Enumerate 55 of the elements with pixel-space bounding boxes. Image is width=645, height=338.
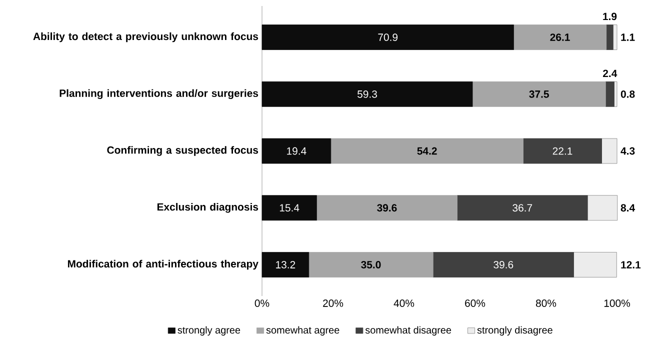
bar	[262, 81, 473, 107]
bar	[605, 81, 614, 107]
legend-label: strongly agree	[178, 326, 240, 336]
data-label: 12.1	[621, 261, 641, 268]
data-label: 54.2	[417, 147, 437, 155]
data-label: 1.1	[621, 34, 635, 41]
data-label: 39.6	[494, 261, 514, 268]
x-tick-label: 100%	[604, 300, 630, 307]
data-label: 35.0	[361, 261, 381, 268]
data-label: 59.3	[358, 90, 377, 98]
data-label: 70.9	[378, 34, 398, 41]
data-label: 37.5	[529, 90, 549, 98]
bar	[262, 252, 310, 278]
y-tick-label: Planning interventions and/or surgeries	[60, 89, 258, 100]
bar	[262, 138, 332, 164]
bar	[612, 24, 618, 50]
bar	[602, 138, 618, 164]
data-label: 15.4	[280, 204, 300, 212]
data-label: 4.3	[620, 147, 635, 155]
bar	[606, 24, 614, 50]
data-label: 0.8	[620, 90, 635, 98]
x-tick-label: 80%	[536, 300, 556, 307]
bar	[262, 195, 317, 221]
bar	[262, 24, 514, 50]
bar	[432, 252, 574, 278]
data-label: 13.2	[276, 261, 296, 268]
bar	[573, 252, 617, 278]
data-label: 22.1	[552, 147, 572, 155]
legend-label: somewhat disagree	[365, 326, 452, 336]
y-tick-label: Confirming a suspected focus	[107, 146, 258, 156]
bar	[457, 195, 588, 221]
data-label: 36.7	[512, 204, 532, 212]
x-tick-label: 20%	[323, 300, 344, 307]
data-label: 8.4	[620, 204, 635, 212]
x-tick-label: 0%	[254, 300, 270, 307]
bar	[330, 138, 524, 164]
bar	[587, 195, 618, 221]
data-label: 26.1	[550, 34, 570, 41]
x-tick-label: 60%	[465, 300, 486, 307]
bar	[316, 195, 458, 221]
bar	[308, 252, 434, 278]
bar	[614, 81, 618, 107]
y-tick-label: Exclusion diagnosis	[157, 202, 258, 213]
data-label: 1.9	[603, 12, 617, 20]
data-label: 39.6	[377, 204, 397, 212]
x-tick-label: 40%	[394, 300, 414, 307]
bar	[472, 81, 606, 107]
bar	[523, 138, 602, 164]
bar	[514, 24, 607, 50]
legend-label: somewhat agree	[266, 326, 340, 336]
data-label: 19.4	[287, 147, 306, 155]
data-label: 2.4	[602, 70, 618, 78]
legend-label: strongly disagree	[477, 326, 552, 336]
y-tick-label: Ability to detect a previously unknown focus	[33, 32, 258, 42]
y-tick-label: Modification of anti-infectious therapy	[68, 260, 258, 270]
